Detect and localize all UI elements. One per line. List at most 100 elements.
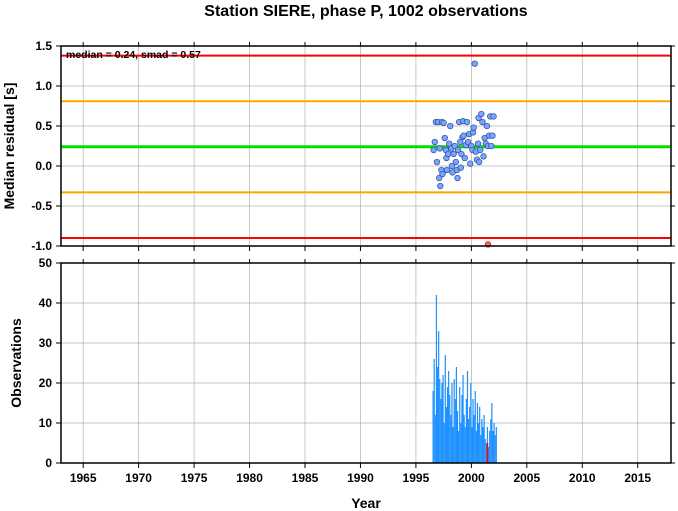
y-tick-label: 50 (39, 256, 53, 270)
observation-bar (462, 375, 464, 463)
residual-point (448, 162, 456, 170)
observation-bar (456, 411, 459, 463)
y-tick-label: -1.0 (31, 239, 52, 253)
residual-point (437, 182, 444, 190)
observation-bar (438, 331, 440, 463)
x-tick-label: 2015 (624, 471, 651, 485)
residual-point (474, 140, 482, 147)
observation-bar (487, 447, 490, 463)
observation-bar (436, 367, 439, 463)
residual-y-label: Median residual [s] (1, 83, 17, 210)
observation-bar (479, 407, 481, 463)
observation-bar (449, 395, 451, 463)
observations-frame (60, 262, 672, 464)
residual-point (460, 132, 467, 139)
observations-grid (61, 262, 671, 464)
observation-bar (467, 419, 470, 463)
observation-bar (458, 431, 460, 463)
observation-bar (482, 427, 484, 463)
y-tick-label: 10 (39, 416, 53, 430)
observation-bar (444, 355, 446, 463)
observation-bar (471, 427, 473, 463)
residual-point (443, 166, 451, 174)
residual-point (457, 164, 464, 171)
residual-point (444, 150, 452, 158)
observation-bar (491, 403, 493, 463)
residual-point (433, 158, 441, 166)
y-tick-label: 30 (39, 336, 53, 350)
reference-lines (61, 54, 671, 239)
residual-point (431, 138, 438, 146)
residual-point (454, 146, 462, 154)
residual-point (470, 124, 477, 131)
x-tick-label: 2000 (458, 471, 485, 485)
residual-point (461, 154, 468, 162)
observation-bar (435, 295, 438, 463)
observation-bar (469, 407, 471, 463)
observation-bar (459, 387, 461, 463)
observation-bar (432, 391, 434, 463)
observation-bar (453, 379, 455, 463)
residual-point (441, 134, 448, 142)
x-tick-label: 1985 (292, 471, 319, 485)
observation-bar (439, 379, 441, 463)
residual-point (458, 150, 465, 158)
y-tick-label: -0.5 (31, 199, 52, 213)
x-tick-label: 1965 (70, 471, 97, 485)
observation-bar (485, 443, 487, 463)
residual-point (450, 150, 457, 158)
observation-bar (477, 423, 480, 463)
y-tick-label: 1.5 (35, 39, 52, 53)
residual-panel: 1.5 1.0 0.5 0.0 -0.5 -1.0 median = 0.24, smad… (1, 39, 675, 253)
x-tick-label: 1970 (125, 471, 152, 485)
y-tick-label: 1.0 (35, 79, 52, 93)
observation-bar (440, 399, 442, 463)
observation-bar (481, 419, 483, 463)
residual-point (454, 174, 461, 182)
observation-bars (432, 295, 497, 463)
residual-point (480, 153, 487, 160)
residual-point (440, 119, 447, 126)
observation-bar (445, 407, 448, 463)
observation-bar (495, 427, 497, 463)
observation-bar (474, 391, 476, 463)
observation-bar (475, 431, 477, 463)
observations-y-label: Observations (8, 318, 24, 408)
observation-bar (466, 371, 469, 463)
stats-annotation: median = 0.24, smad = 0.57 (66, 49, 201, 61)
residual-points (430, 60, 497, 248)
y-tick-label: 0 (45, 456, 52, 470)
residual-point (488, 142, 495, 150)
observation-bar (450, 415, 452, 463)
residual-frame (60, 45, 672, 247)
observation-bar (465, 399, 467, 463)
observation-bar (455, 367, 457, 463)
observation-bar (483, 415, 485, 463)
observation-bar (484, 439, 486, 463)
observation-bar (461, 395, 463, 463)
residual-point (447, 122, 454, 130)
observation-bar (480, 435, 482, 463)
residual-point (489, 132, 496, 139)
residual-point (452, 158, 459, 166)
observation-bar (472, 399, 474, 463)
x-tick-label: 2010 (569, 471, 596, 485)
observation-bar (489, 431, 491, 463)
observation-bar (454, 399, 456, 463)
x-tick-label: 2005 (513, 471, 540, 485)
x-tick-label: 1980 (236, 471, 263, 485)
residual-point (451, 142, 458, 150)
observation-bar (448, 371, 450, 463)
observation-bar (451, 383, 453, 463)
y-tick-label: 0.5 (35, 119, 52, 133)
observation-bar (464, 427, 466, 463)
residual-point (477, 146, 484, 154)
observation-bar (490, 419, 492, 463)
observation-bar (460, 423, 462, 463)
observation-bar (441, 383, 443, 463)
observation-bar (473, 415, 475, 463)
residual-point (483, 122, 491, 130)
observations-y-ticks: 50 40 30 20 10 0 (39, 256, 675, 470)
